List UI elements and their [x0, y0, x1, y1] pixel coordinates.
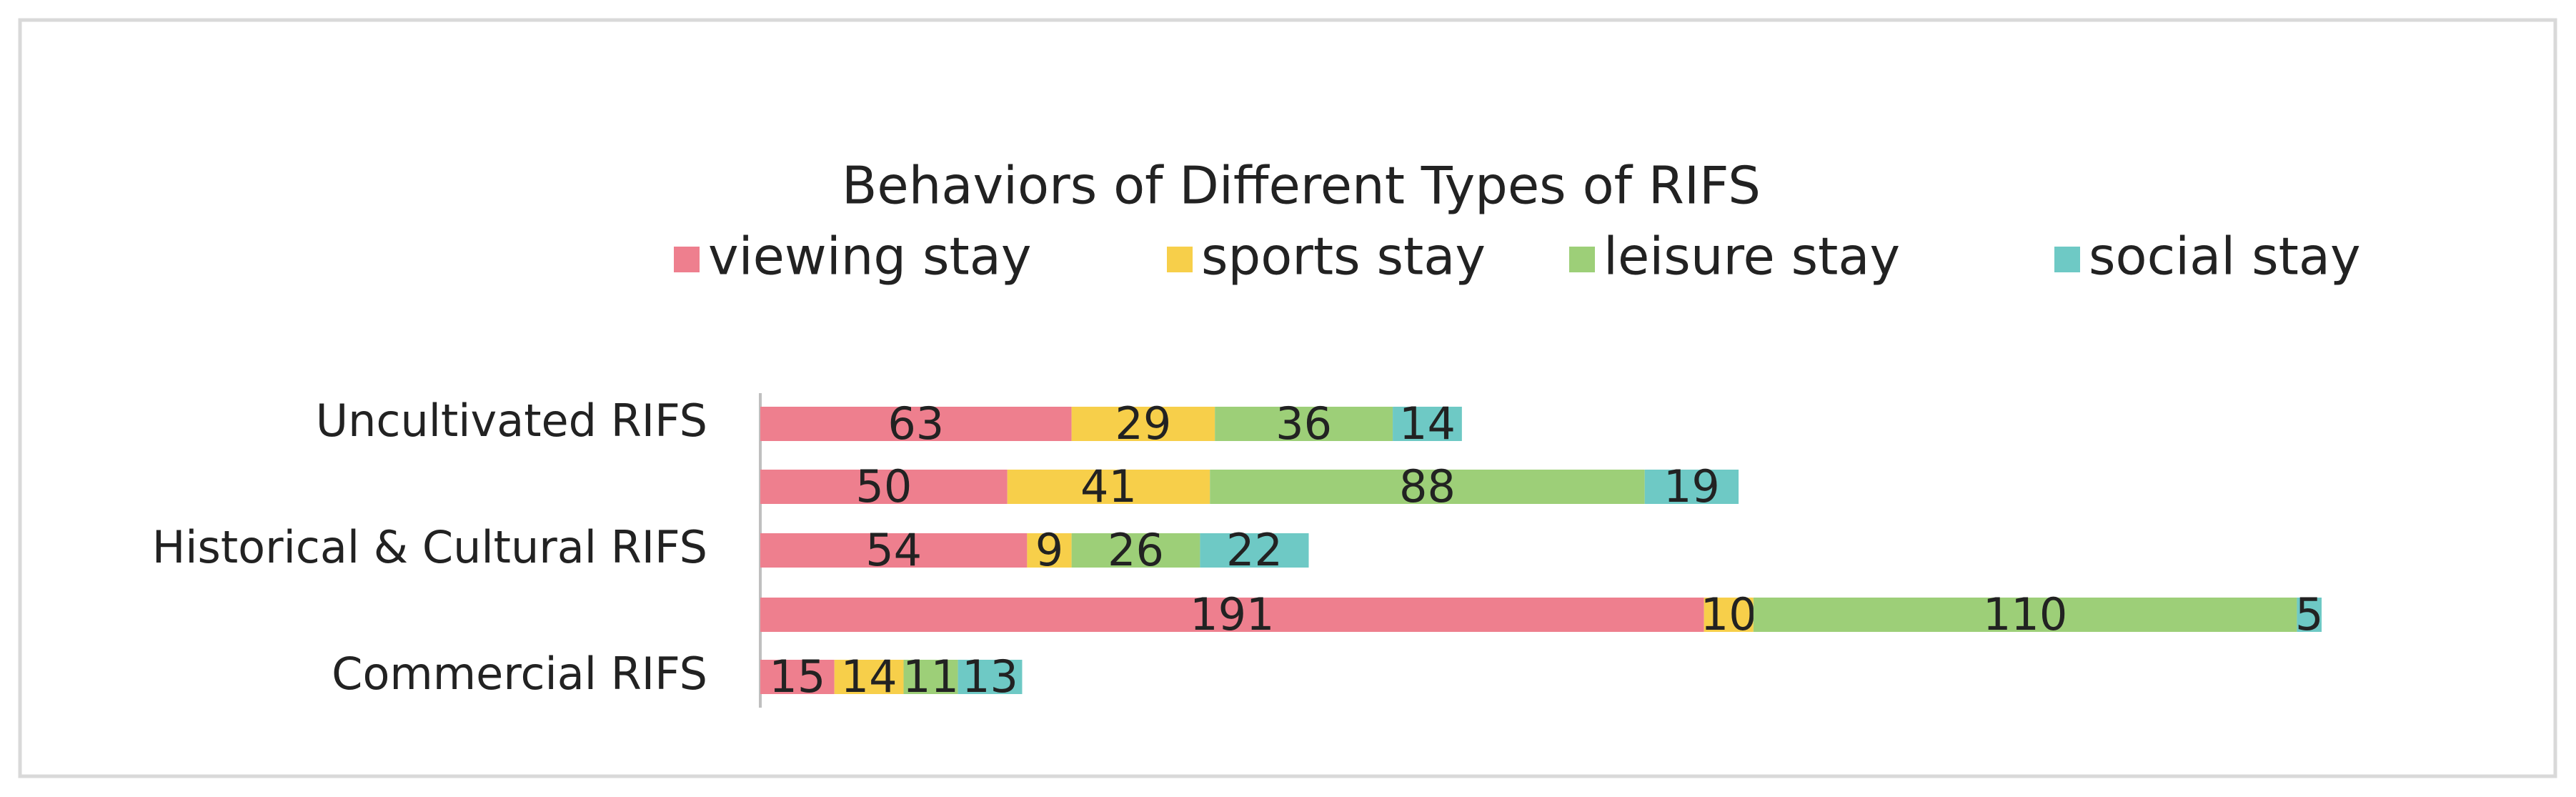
data-label: 19 — [1664, 460, 1720, 513]
data-label: 15 — [769, 650, 825, 703]
data-label: 14 — [841, 650, 897, 703]
data-label: 54 — [865, 524, 922, 576]
legend-label: leisure stay — [1603, 227, 1900, 287]
legend-label: social stay — [2089, 227, 2361, 287]
bar-segment — [1644, 470, 1739, 504]
legend-swatch — [2054, 247, 2080, 272]
data-label: 13 — [962, 650, 1018, 703]
data-label: 50 — [855, 460, 912, 513]
bar-segment — [1071, 407, 1215, 441]
data-label: 63 — [887, 397, 944, 450]
bar-segment — [760, 470, 1008, 504]
bar-segment — [1071, 533, 1200, 568]
chart-frame — [18, 18, 2557, 778]
bar-segment — [1210, 470, 1645, 504]
bar-segment — [1393, 407, 1462, 441]
bar-segment — [760, 660, 835, 694]
legend-swatch — [1167, 247, 1193, 272]
bar-segment — [958, 660, 1023, 694]
bar-segment — [1007, 470, 1210, 504]
data-label: 41 — [1080, 460, 1137, 513]
data-label: 191 — [1190, 588, 1274, 640]
data-label: 26 — [1108, 524, 1164, 576]
bar-segment — [903, 660, 958, 694]
bar-segment — [1215, 407, 1393, 441]
bar-segment — [1027, 533, 1072, 568]
y-tick-label: Historical & Cultural RIFS — [152, 521, 707, 573]
bar-segment — [760, 598, 1704, 632]
data-label: 10 — [1701, 588, 1757, 640]
bar-segment — [1704, 598, 1754, 632]
bar-segment — [834, 660, 904, 694]
data-label: 22 — [1226, 524, 1283, 576]
bar-segment — [760, 533, 1028, 568]
y-tick-label: Commercial RIFS — [332, 648, 707, 700]
y-tick-label: Uncultivated RIFS — [316, 395, 707, 447]
data-label: 9 — [1035, 524, 1063, 576]
bar-segment — [1753, 598, 2297, 632]
legend-swatch — [674, 247, 700, 272]
data-label: 110 — [1983, 588, 2067, 640]
data-label: 14 — [1399, 397, 1456, 450]
legend-swatch — [1569, 247, 1595, 272]
chart-title: Behaviors of Different Types of RIFS — [842, 156, 1761, 216]
data-label: 29 — [1115, 397, 1171, 450]
legend-label: sports stay — [1201, 227, 1486, 287]
bar-segment — [1200, 533, 1309, 568]
data-label: 5 — [2295, 588, 2323, 640]
bar-segment — [760, 407, 1072, 441]
data-label: 88 — [1399, 460, 1456, 513]
legend-label: viewing stay — [708, 227, 1032, 287]
bar-segment — [2297, 598, 2322, 632]
data-label: 11 — [902, 650, 959, 703]
data-label: 36 — [1275, 397, 1332, 450]
